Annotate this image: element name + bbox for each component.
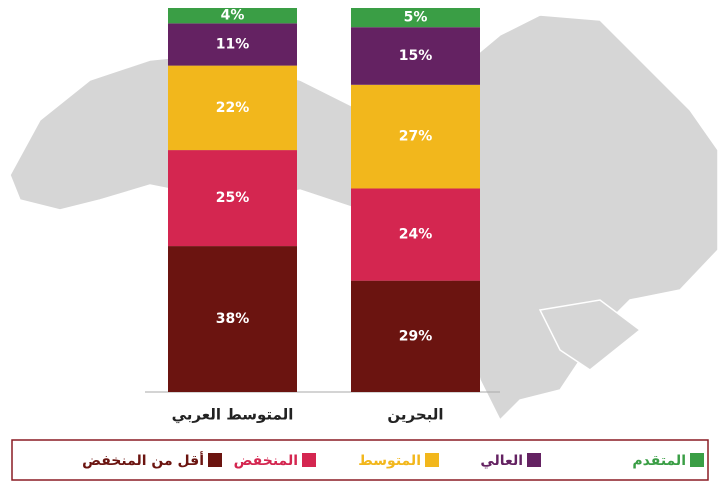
value-label: 25% <box>216 190 250 206</box>
legend-label: العالي <box>480 453 523 469</box>
bar-segment <box>168 8 297 24</box>
legend-label: المنخفض <box>234 453 298 469</box>
bar-segment <box>168 23 297 66</box>
legend-label: المتقدم <box>632 453 686 469</box>
legend-label: المتوسط <box>358 453 421 469</box>
bar-segment <box>168 65 297 151</box>
legend-swatch <box>302 453 316 467</box>
value-label: 5% <box>404 10 428 26</box>
bar-segment <box>351 8 480 28</box>
value-label: 38% <box>216 311 250 327</box>
legend-swatch <box>425 453 439 467</box>
legend-swatch <box>527 453 541 467</box>
bar-segment <box>351 27 480 85</box>
bar-segment <box>168 246 297 392</box>
legend-box <box>11 439 709 481</box>
value-label: 27% <box>399 129 433 145</box>
value-label: 11% <box>216 36 250 52</box>
x-tick-label: المتوسط العربي <box>172 406 294 424</box>
legend-label: أقل من المنخفض <box>82 451 204 469</box>
value-label: 4% <box>221 8 245 24</box>
bar-segment <box>351 280 480 392</box>
legend-swatch <box>690 453 704 467</box>
bar-segment <box>351 188 480 281</box>
legend-swatch <box>208 453 222 467</box>
value-label: 22% <box>216 100 250 116</box>
value-label: 29% <box>399 328 433 344</box>
x-tick-label: البحرين <box>387 406 443 424</box>
bar-segment <box>168 150 297 247</box>
value-label: 24% <box>399 227 433 243</box>
bar-segment <box>351 84 480 189</box>
value-label: 15% <box>399 48 433 64</box>
